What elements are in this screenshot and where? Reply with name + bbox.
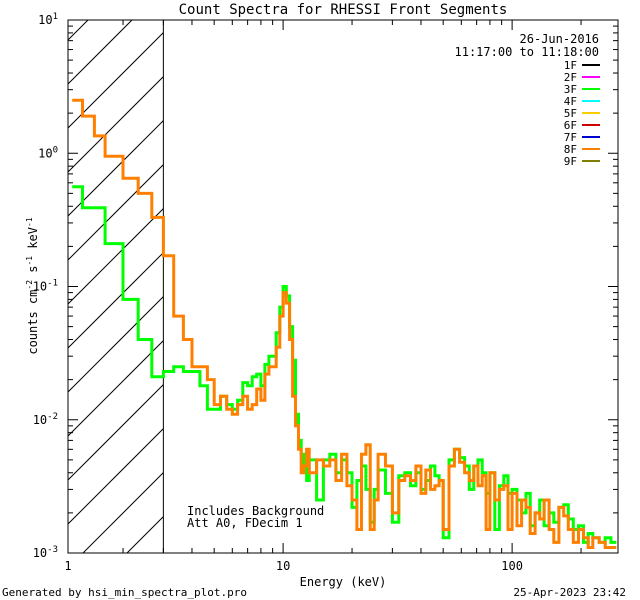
hatch-line [68,20,89,41]
hatch-line [68,20,133,85]
generated-by-label: Generated by hsi_min_spectra_plot.pro [2,586,247,599]
hatch-line [68,428,164,525]
hatch-line [68,340,164,437]
x-tick-labels: 1 10 100 [64,559,523,573]
legend-label-7f: 7F [564,131,577,144]
series-group [72,98,617,549]
timestamp-label: 25-Apr-2023 23:42 [513,586,626,599]
hatch-line [68,252,164,349]
x-tick-label: 1 [64,559,71,573]
y-axis-label: counts cm-2 s-1 keV-1 [25,217,40,354]
legend-label-4f: 4F [564,95,577,108]
time-range-label: 11:17:00 to 11:18:00 [455,45,600,59]
hatch-line [82,472,164,553]
y-tick-labels: 10-3 10-2 10-1 100 101 [33,12,58,560]
legend-label-1f: 1F [564,59,577,72]
legend-label-8f: 8F [564,143,577,156]
date-label: 26-Jun-2016 [520,32,599,46]
legend-label-9f: 9F [564,155,577,168]
series-3f-line [72,185,617,544]
axis-ticks [68,19,618,554]
legend-label-6f: 6F [564,119,577,132]
hatch-line [68,384,164,481]
hatch-line [68,208,164,305]
annotation-attenuator: Att A0, FDecim 1 [187,516,303,530]
hatch-line [126,516,164,553]
annotation-background: Includes Background [187,504,324,518]
y-tick-label: 10-3 [33,545,58,560]
x-tick-label: 100 [501,559,523,573]
x-axis-label: Energy (keV) [300,575,387,589]
chart-title: Count Spectra for RHESSI Front Segments [179,2,508,18]
y-tick-label: 10-2 [33,412,58,427]
legend-label-5f: 5F [564,107,577,120]
hatch-line [68,296,164,393]
series-8f-line [72,98,617,549]
legend-label-2f: 2F [564,71,577,84]
legend-label-3f: 3F [564,83,577,96]
y-tick-label: 101 [38,12,58,27]
hatch-line [68,164,164,261]
hatched-region [68,20,164,553]
x-tick-label: 10 [276,559,290,573]
y-tick-label: 10-1 [33,279,58,294]
y-tick-label: 100 [38,145,58,160]
hatch-line [68,76,164,173]
